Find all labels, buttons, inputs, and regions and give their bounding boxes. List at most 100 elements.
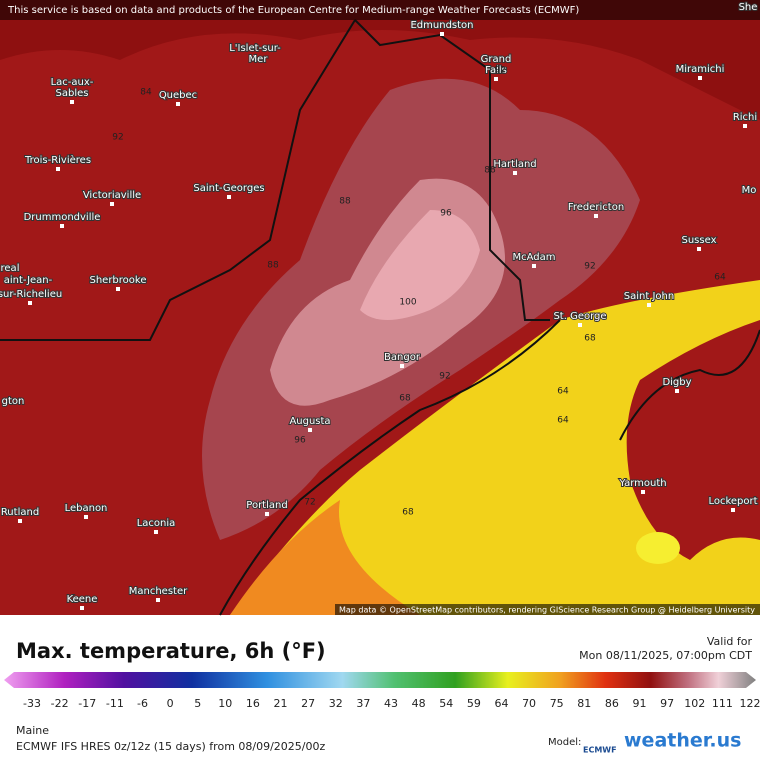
ocean-cool-spot (636, 532, 680, 564)
place-label: Rutland (1, 507, 39, 518)
place-label: Manchester (129, 586, 188, 597)
place-label: aint-Jean- (4, 275, 53, 286)
brand: weather.us (624, 730, 741, 752)
contour-label: 88 (484, 166, 496, 176)
place-label: Mo (742, 185, 757, 196)
legend-tick: 102 (684, 697, 705, 710)
place-label: real (1, 263, 20, 274)
place-label: Mer (249, 54, 269, 65)
place-dot (80, 606, 84, 610)
place-label: Grand (481, 54, 512, 65)
place-label: Augusta (289, 416, 330, 427)
place-dot (154, 530, 158, 534)
place-dot (731, 508, 735, 512)
place-dot (28, 301, 32, 305)
place-dot (647, 303, 651, 307)
contour-label: 92 (584, 262, 595, 272)
legend-tick: 111 (712, 697, 733, 710)
legend-tick: 37 (356, 697, 370, 710)
place-label: Keene (67, 594, 98, 605)
contour-label: 100 (399, 298, 416, 308)
place-label: Bangor (384, 352, 421, 363)
legend-tick: -11 (106, 697, 124, 710)
legend-tick: 48 (412, 697, 426, 710)
model-logo: ECMWF (583, 746, 617, 755)
legend-tick: 70 (522, 697, 536, 710)
legend-tick: 32 (329, 697, 343, 710)
legend-tick: -6 (137, 697, 148, 710)
place-label: Hartland (493, 159, 536, 170)
legend-tick: 91 (633, 697, 647, 710)
place-label: McAdam (512, 252, 555, 263)
title: Max. temperature, 6h (°F) (16, 639, 326, 663)
place-label: Digby (662, 377, 691, 388)
place-dot (641, 490, 645, 494)
place-label: Victoriaville (83, 190, 141, 201)
attribution: Map data © OpenStreetMap contributors, r… (339, 606, 755, 615)
model-run: ECMWF IFS HRES 0z/12z (15 days) from 08/… (16, 740, 326, 753)
place-label: Sherbrooke (89, 275, 146, 286)
place-dot (70, 100, 74, 104)
place-label: Saint-Georges (193, 183, 264, 194)
legend-tick: 5 (194, 697, 201, 710)
place-label: Quebec (159, 90, 197, 101)
place-label: Trois-Rivières (24, 154, 91, 166)
legend-tick: 81 (577, 697, 591, 710)
place-dot (698, 76, 702, 80)
contour-label: 88 (339, 197, 351, 207)
contour-label: 64 (557, 387, 569, 397)
place-label: Lac-aux- (51, 77, 94, 88)
place-label: Miramichi (676, 64, 725, 75)
place-label: Lebanon (65, 503, 108, 514)
contour-label: 84 (140, 88, 152, 98)
place-label: Sussex (682, 235, 717, 246)
place-dot (156, 598, 160, 602)
legend-tick: 0 (167, 697, 174, 710)
legend-tick: 75 (550, 697, 564, 710)
place-dot (265, 512, 269, 516)
valid-time: Mon 08/11/2025, 07:00pm CDT (579, 649, 752, 662)
place-dot (513, 171, 517, 175)
place-label: Richi (733, 112, 757, 123)
legend-tick: -33 (23, 697, 41, 710)
place-dot (440, 32, 444, 36)
place-label: Fredericton (568, 202, 624, 213)
place-label: sur-Richelieu (0, 289, 62, 300)
place-dot (594, 214, 598, 218)
region: Maine (16, 724, 49, 737)
place-dot (18, 519, 22, 523)
contour-label: 88 (267, 261, 279, 271)
place-label: St. George (553, 311, 606, 322)
legend-tick: -22 (51, 697, 69, 710)
place-dot (308, 428, 312, 432)
place-dot (494, 77, 498, 81)
contour-label: 92 (439, 372, 450, 382)
contour-label: 96 (440, 209, 452, 219)
place-dot (84, 515, 88, 519)
place-label: Lockeport (708, 496, 757, 507)
place-label: Laconia (137, 518, 176, 529)
contour-label: 64 (557, 416, 569, 426)
place-dot (697, 247, 701, 251)
legend-tick: -17 (78, 697, 96, 710)
place-dot (60, 224, 64, 228)
valid-label: Valid for (707, 635, 753, 648)
contour-label: 68 (402, 508, 414, 518)
place-dot (116, 287, 120, 291)
contour-label: 92 (112, 133, 123, 143)
legend-tick: 21 (274, 697, 288, 710)
legend-tick: 27 (301, 697, 315, 710)
contour-label: 72 (304, 498, 315, 508)
place-dot (110, 202, 114, 206)
contour-label: 68 (399, 394, 411, 404)
legend-tick: 54 (439, 697, 453, 710)
legend-tick: 10 (218, 697, 232, 710)
contour-label: 92 (494, 66, 505, 76)
place-dot (532, 264, 536, 268)
place-label: Edmundston (410, 20, 473, 31)
model-label: Model: (548, 737, 581, 748)
place-label: Yarmouth (618, 478, 666, 489)
place-dot (56, 167, 60, 171)
legend-tick: 43 (384, 697, 398, 710)
place-label: Drummondville (24, 212, 101, 223)
